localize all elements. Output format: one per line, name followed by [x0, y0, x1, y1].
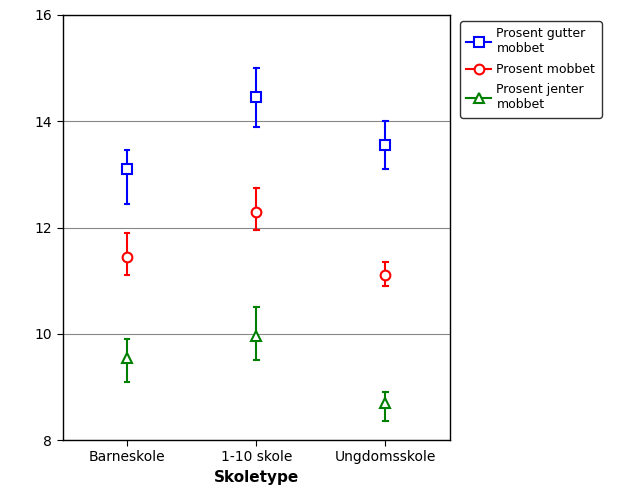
X-axis label: Skoletype: Skoletype [214, 470, 299, 485]
Legend: Prosent gutter
mobbet, Prosent mobbet, Prosent jenter
mobbet: Prosent gutter mobbet, Prosent mobbet, P… [460, 21, 601, 117]
